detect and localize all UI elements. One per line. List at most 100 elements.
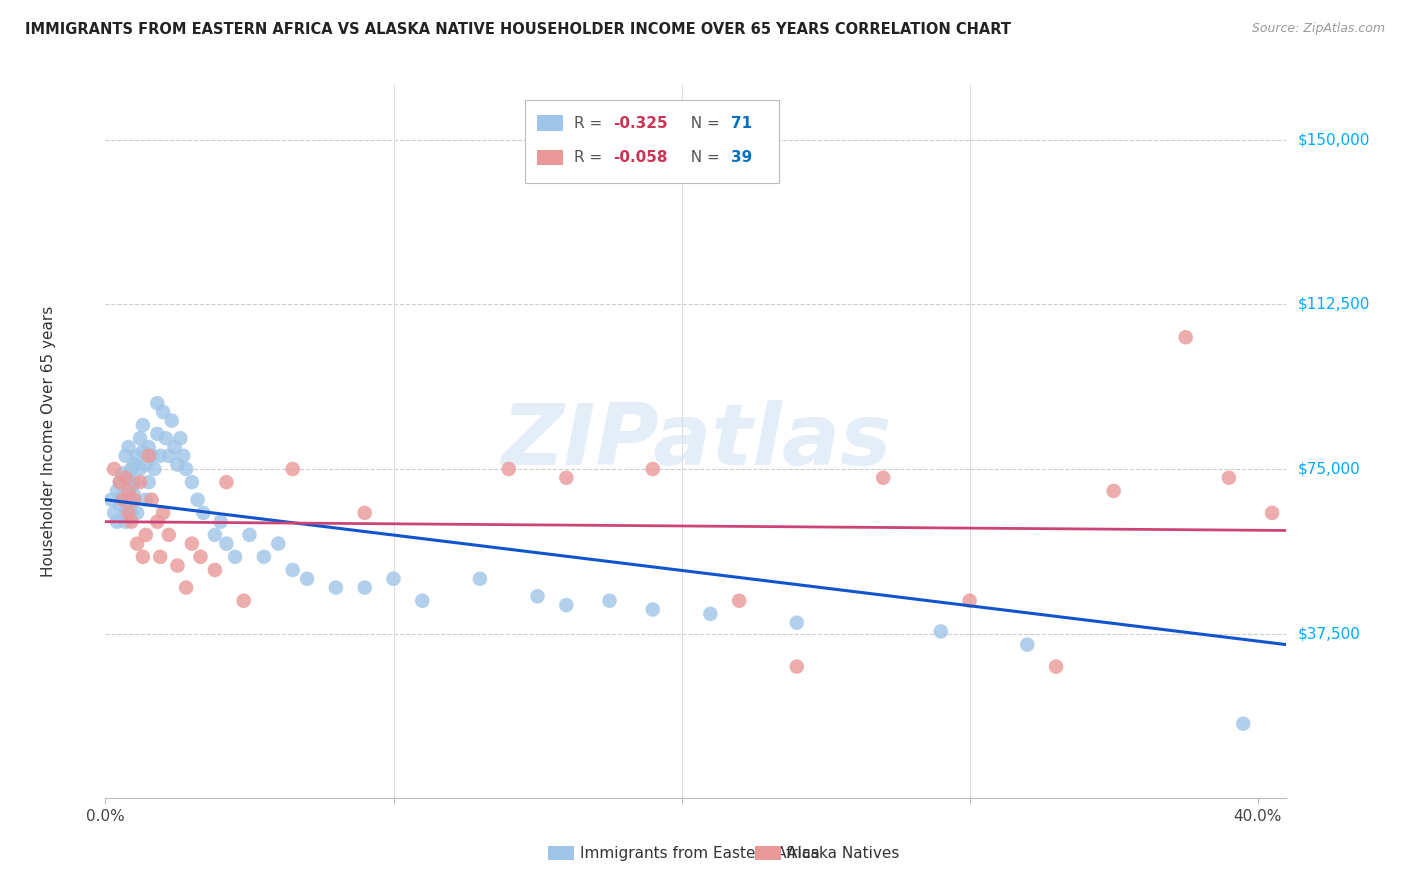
- Point: [498, 462, 520, 476]
- Point: [127, 536, 149, 550]
- Point: [117, 483, 139, 498]
- Point: [204, 563, 226, 577]
- Point: [699, 607, 721, 621]
- Point: [224, 549, 246, 564]
- Point: [267, 536, 290, 550]
- Point: [146, 396, 169, 410]
- Point: [152, 506, 174, 520]
- Point: [135, 528, 157, 542]
- Point: [117, 440, 139, 454]
- Point: [108, 497, 131, 511]
- Point: [108, 475, 131, 490]
- Point: [138, 440, 160, 454]
- Point: [160, 414, 183, 428]
- Text: -0.325: -0.325: [613, 116, 668, 131]
- Point: [117, 506, 139, 520]
- Point: [641, 462, 664, 476]
- Point: [100, 492, 122, 507]
- Point: [929, 624, 952, 639]
- Point: [114, 515, 136, 529]
- Point: [1102, 483, 1125, 498]
- Point: [149, 549, 172, 564]
- Point: [111, 467, 134, 481]
- Point: [103, 462, 125, 476]
- Point: [138, 449, 160, 463]
- Point: [193, 506, 215, 520]
- Point: [169, 431, 191, 445]
- Point: [163, 440, 186, 454]
- Point: [180, 475, 202, 490]
- Point: [190, 549, 212, 564]
- Point: [141, 492, 163, 507]
- Point: [129, 475, 152, 490]
- Text: $150,000: $150,000: [1298, 132, 1371, 147]
- Point: [143, 462, 166, 476]
- Point: [174, 581, 197, 595]
- Point: [122, 488, 145, 502]
- Point: [146, 515, 169, 529]
- Point: [117, 471, 139, 485]
- Point: [728, 593, 751, 607]
- Point: [138, 475, 160, 490]
- Text: $75,000: $75,000: [1298, 461, 1361, 476]
- Point: [114, 506, 136, 520]
- Point: [1017, 638, 1039, 652]
- Point: [120, 515, 142, 529]
- FancyBboxPatch shape: [537, 150, 562, 165]
- Point: [174, 462, 197, 476]
- Point: [166, 558, 188, 573]
- Point: [105, 483, 128, 498]
- Point: [215, 536, 238, 550]
- Point: [238, 528, 260, 542]
- Point: [382, 572, 405, 586]
- Point: [135, 492, 157, 507]
- Point: [209, 515, 232, 529]
- Point: [152, 405, 174, 419]
- Point: [872, 471, 894, 485]
- Text: 71: 71: [731, 116, 752, 131]
- Point: [172, 449, 194, 463]
- Point: [353, 506, 375, 520]
- Text: ZIPatlas: ZIPatlas: [501, 400, 891, 483]
- Text: $37,500: $37,500: [1298, 626, 1361, 641]
- Text: $112,500: $112,500: [1298, 297, 1371, 312]
- Point: [120, 462, 142, 476]
- Point: [155, 431, 177, 445]
- FancyBboxPatch shape: [548, 847, 574, 861]
- Point: [111, 492, 134, 507]
- Point: [105, 515, 128, 529]
- Point: [641, 602, 664, 616]
- Text: N =: N =: [681, 150, 724, 165]
- Point: [122, 492, 145, 507]
- Point: [129, 431, 152, 445]
- Point: [122, 458, 145, 472]
- Text: Householder Income Over 65 years: Householder Income Over 65 years: [41, 306, 56, 577]
- Point: [149, 449, 172, 463]
- Text: Immigrants from Eastern Africa: Immigrants from Eastern Africa: [581, 846, 820, 861]
- Point: [157, 449, 180, 463]
- Text: R =: R =: [574, 116, 607, 131]
- Point: [555, 598, 578, 612]
- Point: [215, 475, 238, 490]
- Point: [108, 475, 131, 490]
- Point: [129, 462, 152, 476]
- Point: [1045, 659, 1067, 673]
- Point: [114, 471, 136, 485]
- Point: [146, 426, 169, 441]
- Point: [122, 475, 145, 490]
- Text: N =: N =: [681, 116, 724, 131]
- Point: [132, 444, 155, 458]
- Point: [141, 449, 163, 463]
- Point: [353, 581, 375, 595]
- Text: -0.058: -0.058: [613, 150, 668, 165]
- Text: R =: R =: [574, 150, 607, 165]
- Point: [1232, 716, 1254, 731]
- Point: [166, 458, 188, 472]
- Point: [204, 528, 226, 542]
- Point: [135, 458, 157, 472]
- Point: [157, 528, 180, 542]
- Point: [114, 449, 136, 463]
- Point: [180, 536, 202, 550]
- Point: [117, 492, 139, 507]
- Point: [599, 593, 621, 607]
